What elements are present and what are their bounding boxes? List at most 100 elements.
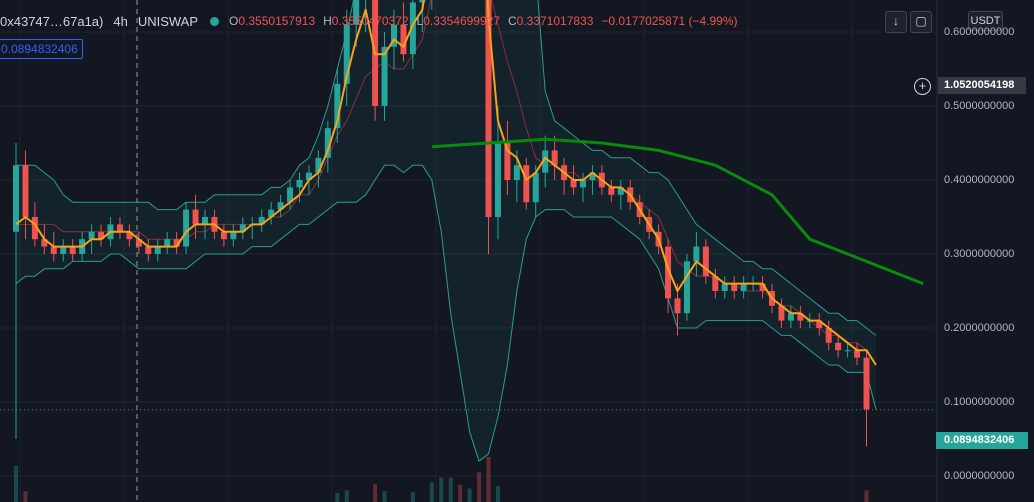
bollinger-upper-line [16,0,877,336]
candle-body [617,187,624,195]
candle-body [693,246,700,262]
candle-body [702,246,709,277]
candle-body [50,246,57,254]
candle-body [88,231,95,240]
ohlc-high: H0.3550470372 [323,14,409,28]
timeframe-label[interactable]: 4h [113,13,128,29]
candle-body [816,320,823,328]
candle-body [674,298,681,314]
candle-body [41,239,48,247]
candle-body [580,180,586,188]
sma-line [431,137,924,285]
candle-body [268,209,275,217]
candle-body [532,172,539,203]
candle-body [324,128,331,158]
candle-body [164,239,171,247]
candle-body [126,231,133,240]
candle-body [854,350,861,358]
candle-body [787,313,794,321]
candle-body [825,328,832,343]
candle-body [863,357,870,410]
candle-body [173,239,180,247]
download-icon[interactable]: ↓ [885,11,907,33]
candle-body [381,46,388,106]
price-axis-tick: 0.0000000000 [944,470,1015,482]
candle-body [759,283,766,291]
price-axis-tick: 0.1000000000 [944,396,1015,408]
candle-body [13,165,19,232]
ohlc-low: L0.3354699927 [416,14,500,28]
candle-body [844,350,851,352]
candle-body [287,187,294,203]
candle-body [409,2,416,55]
candle-body [315,157,322,173]
candle-body [797,313,804,321]
candle-body [835,342,842,351]
crosshair-price-label: 1.0520054198 [938,77,1026,94]
candle-body [135,239,142,247]
candle-body [230,231,237,240]
volume-bar [448,477,453,502]
volume-bar [23,491,28,502]
ohlc-close: C0.3371017833 [507,14,594,28]
volume-bar [410,492,415,502]
candle-body [202,217,208,225]
exchange-label: UNISWAP [137,13,199,29]
candle-body [494,143,501,217]
candle-body [154,246,161,254]
volume-bar [373,484,378,502]
candle-body [608,187,615,195]
price-axis-tick: 0.4000000000 [944,174,1015,186]
candle-body [778,305,785,321]
last-price-label: 0.0894832406 [936,432,1028,449]
candle-body [712,276,719,291]
candle-body [220,231,227,240]
candle-body [183,209,190,247]
price-axis-tick: 0.3000000000 [944,248,1015,260]
candle-body [305,172,312,180]
candle-body [353,0,360,25]
price-axis-tick: 0.2000000000 [944,322,1015,334]
volume-bar [486,457,491,502]
candle-body [523,165,530,203]
candle-body [400,24,407,55]
chart-legend: 0x43747…67a1a) 4h UNISWAP O0.3550157913 … [0,10,746,32]
candle-body [721,283,728,291]
candle-body [31,217,38,240]
candle-body [683,261,690,314]
candle-body [98,231,105,240]
volume-bar [382,491,387,502]
volume-bar [864,490,869,502]
plus-circle-icon[interactable]: + [914,78,931,95]
volume-bar [429,482,434,502]
candle-body [258,217,265,225]
volume-bar [335,493,340,502]
currency-button[interactable]: USDT [968,11,1003,31]
candle-body [116,224,123,232]
symbol-name[interactable]: 0x43747…67a1a) [0,13,104,29]
candle-body [570,180,577,188]
candle-body [69,246,76,254]
volume-bar [14,466,18,502]
price-axis-tick: 0.6000000000 [944,26,1015,38]
candle-body [665,246,672,299]
candle-body [192,209,199,225]
candle-body [22,165,29,217]
volume-bar [467,488,472,502]
volume-bar [458,484,463,502]
candle-body [296,180,303,188]
candle-body [239,224,246,232]
candle-body [485,0,492,218]
candle-body [60,246,67,254]
ema-line [15,0,877,366]
candle-body [589,172,596,180]
fullscreen-icon[interactable]: ▢ [910,11,932,33]
candle-body [391,24,397,47]
candle-body [343,24,350,84]
ohlc-open: O0.3550157913 [229,14,316,28]
price-axis-tick: 0.5000000000 [944,100,1015,112]
candle-body [740,283,747,291]
ohlc-change: −0.0177025871 (−4.99%) [601,14,738,28]
bollinger-lower-line [15,164,877,462]
